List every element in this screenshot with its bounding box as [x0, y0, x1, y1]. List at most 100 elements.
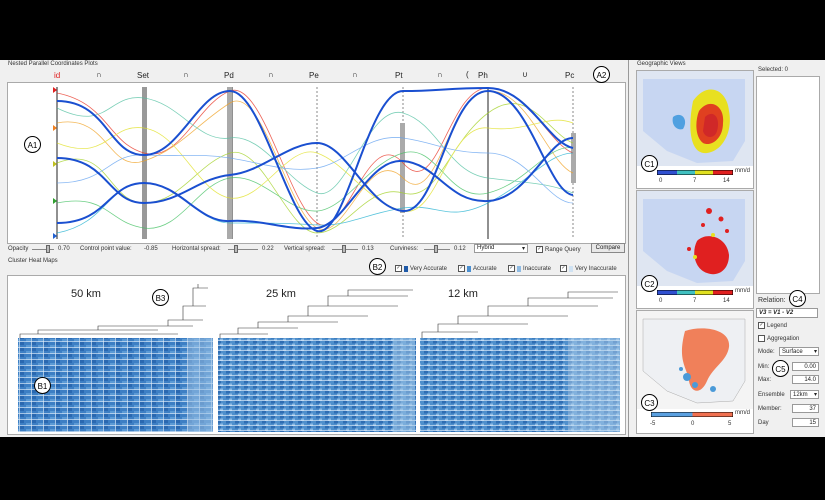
- set-op-3[interactable]: ∩: [268, 70, 274, 79]
- heatmap-label-25km: 25 km: [266, 288, 296, 300]
- mode-select-value: Hybrid: [477, 245, 495, 251]
- axis-label-pc[interactable]: Pc: [565, 71, 575, 80]
- legend-accurate[interactable]: ✓ Accurate: [458, 265, 497, 273]
- pcp-title: Nested Parallel Coordinates Plots: [8, 61, 98, 67]
- hspread-label: Horizontal spread:: [172, 246, 221, 252]
- swatch-inaccurate: [517, 265, 521, 272]
- vspread-label: Vertical spread:: [284, 246, 326, 252]
- callout-b1: B1: [34, 377, 51, 394]
- map1-tick-0: 0: [659, 178, 663, 184]
- callout-c1: C1: [641, 155, 658, 172]
- callout-a1: A1: [24, 136, 41, 153]
- member-label: Member:: [758, 406, 782, 412]
- max-label: Max:: [758, 377, 772, 383]
- heatmaps-title: Cluster Heat Maps: [8, 258, 58, 264]
- map1-tick-7: 7: [693, 178, 697, 184]
- mode-label: Mode:: [758, 349, 775, 355]
- legend-very-inaccurate[interactable]: ✓ Very Inaccurate: [560, 265, 617, 273]
- control-point-value[interactable]: -0.85: [144, 246, 158, 252]
- mode-select[interactable]: Hybrid ▾: [474, 244, 528, 253]
- vspread-slider[interactable]: [332, 245, 358, 253]
- curviness-value: 0.12: [454, 246, 466, 252]
- chevron-down-icon: ▾: [813, 392, 817, 398]
- min-input[interactable]: 0.00: [792, 362, 819, 371]
- callout-a2: A2: [593, 66, 610, 83]
- set-op-2[interactable]: ∩: [183, 70, 189, 79]
- opacity-label: Opacity: [8, 246, 29, 252]
- hspread-slider[interactable]: [228, 245, 258, 253]
- min-label: Min:: [758, 364, 770, 370]
- axis-label-pd[interactable]: Pd: [224, 71, 234, 80]
- relation-input[interactable]: V3 = V1 - V2: [756, 308, 818, 318]
- heatmap-label-12km: 12 km: [448, 288, 478, 300]
- checkbox-icon: ✓: [536, 246, 543, 253]
- axis-label-ph[interactable]: Ph: [478, 71, 488, 80]
- legend-toggle[interactable]: ✓ Legend: [758, 322, 788, 330]
- day-label: Day: [758, 420, 769, 426]
- set-op-paren[interactable]: (: [466, 70, 469, 79]
- curviness-label: Curviness:: [390, 246, 419, 252]
- relation-label: Relation:: [758, 297, 786, 304]
- swatch-very-accurate: [404, 265, 408, 272]
- callout-c3: C3: [641, 394, 658, 411]
- opacity-value: 0.70: [58, 246, 70, 252]
- map1-tick-14: 14: [723, 178, 730, 184]
- max-input[interactable]: 14.0: [792, 375, 819, 384]
- geo-map-1-svg[interactable]: [637, 71, 753, 188]
- map2-tick-14: 14: [723, 298, 730, 304]
- app-window: Nested Parallel Coordinates Plots id Set…: [0, 60, 825, 437]
- geo-title: Geographic Views: [637, 61, 686, 67]
- callout-c2: C2: [641, 275, 658, 292]
- chevron-down-icon: ▾: [813, 349, 817, 355]
- map2-unit: mm/d: [735, 288, 750, 294]
- selected-list[interactable]: [756, 76, 820, 294]
- ensemble-dropdown[interactable]: 12km ▾: [790, 390, 819, 399]
- divider: [628, 60, 629, 437]
- map2-tick-0: 0: [659, 298, 663, 304]
- hspread-value: 0.22: [262, 246, 274, 252]
- set-op-6[interactable]: ∩: [437, 70, 443, 79]
- geo-map-3-svg[interactable]: [637, 311, 753, 433]
- range-query-toggle[interactable]: ✓ Range Query: [536, 246, 581, 254]
- ensemble-label: Ensemble: [758, 392, 785, 398]
- map1-unit: mm/d: [735, 168, 750, 174]
- map3-tick-0: 0: [691, 421, 695, 427]
- selected-count: Selected: 0: [758, 67, 789, 73]
- set-op-1[interactable]: ∩: [96, 70, 102, 79]
- heatmaps-canvas[interactable]: 50 km 25 km 12 km: [7, 275, 626, 435]
- set-op-4[interactable]: ∩: [352, 70, 358, 79]
- compare-button[interactable]: Compare: [591, 243, 625, 253]
- pcp-plot[interactable]: [8, 83, 625, 243]
- vspread-value: 0.13: [362, 246, 374, 252]
- pcp-canvas[interactable]: [7, 82, 626, 244]
- map3-tick-neg5: -5: [650, 421, 656, 427]
- mode-dropdown[interactable]: Surface ▾: [779, 347, 819, 356]
- axis-label-id[interactable]: id: [54, 71, 61, 80]
- axis-label-pe[interactable]: Pe: [309, 71, 319, 80]
- axis-label-set[interactable]: Set: [137, 71, 150, 80]
- map2-tick-7: 7: [693, 298, 697, 304]
- geo-map-2-svg[interactable]: [637, 191, 753, 308]
- day-input[interactable]: 15: [792, 418, 819, 427]
- swatch-very-inaccurate: [569, 265, 573, 272]
- opacity-slider[interactable]: [32, 245, 54, 253]
- map3-tick-5: 5: [728, 421, 732, 427]
- geo-map-1[interactable]: 0 7 14 mm/d: [636, 70, 754, 189]
- control-point-label: Control point value:: [80, 246, 132, 252]
- chevron-down-icon: ▾: [521, 246, 525, 252]
- swatch-accurate: [467, 265, 471, 272]
- set-op-5[interactable]: ∪: [522, 70, 528, 79]
- aggregation-toggle[interactable]: Aggregation: [758, 335, 799, 342]
- axis-label-pt[interactable]: Pt: [395, 71, 403, 80]
- legend-inaccurate[interactable]: ✓ Inaccurate: [508, 265, 552, 273]
- callout-c4: C4: [789, 290, 806, 307]
- geo-map-2[interactable]: 0 7 14 mm/d: [636, 190, 754, 309]
- callout-b3: B3: [152, 289, 169, 306]
- map3-unit: mm/d: [735, 410, 750, 416]
- curviness-slider[interactable]: [424, 245, 450, 253]
- callout-c5: C5: [772, 360, 789, 377]
- legend-very-accurate[interactable]: ✓ Very Accurate: [395, 265, 448, 273]
- callout-b2: B2: [369, 258, 386, 275]
- member-input[interactable]: 37: [792, 404, 819, 413]
- geo-map-3[interactable]: -5 0 5 mm/d: [636, 310, 754, 434]
